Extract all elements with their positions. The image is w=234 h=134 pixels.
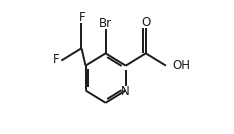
- Text: N: N: [121, 85, 130, 98]
- Text: OH: OH: [172, 59, 190, 72]
- Text: F: F: [53, 53, 60, 66]
- Text: O: O: [141, 16, 150, 29]
- Text: Br: Br: [99, 17, 112, 30]
- Text: F: F: [79, 11, 85, 24]
